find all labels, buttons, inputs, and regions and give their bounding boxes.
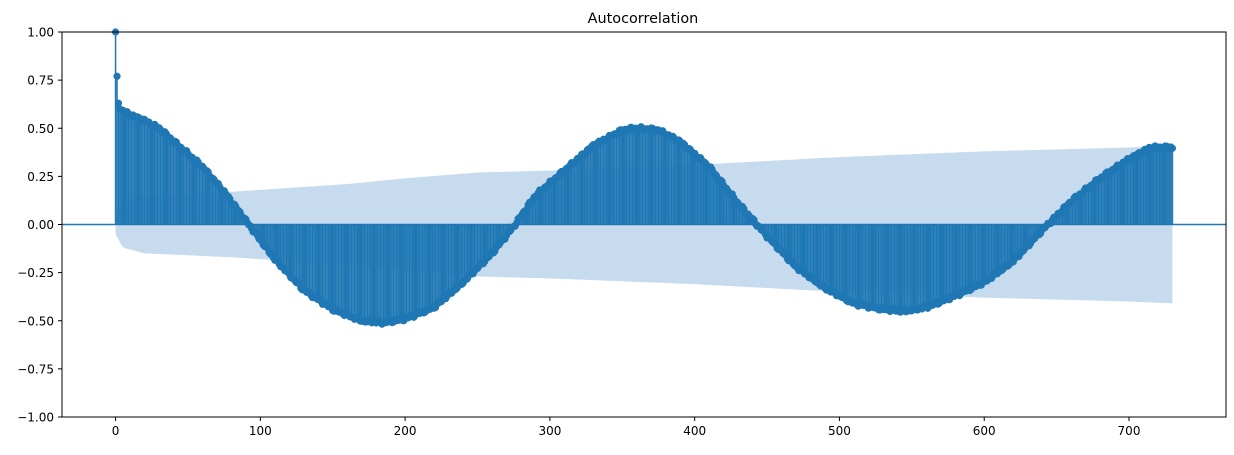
x-tick-label: 600 xyxy=(973,424,996,438)
x-tick-label: 700 xyxy=(1118,424,1141,438)
acf-marker xyxy=(1168,144,1177,152)
y-tick-label: −1.00 xyxy=(17,411,54,425)
x-tick-label: 500 xyxy=(828,424,851,438)
axes: 0 100 200 300 400 500 600 700 1.00 0.75 0.50 0.25 0.… xyxy=(17,26,1227,438)
y-tick-label: −0.25 xyxy=(17,266,54,280)
acf-marker xyxy=(114,99,123,107)
acf-marker xyxy=(113,72,121,80)
x-tick-label: 400 xyxy=(683,424,706,438)
acf-markers xyxy=(111,28,1177,328)
y-tick-label: 0.00 xyxy=(27,218,54,232)
plot-area xyxy=(62,28,1226,328)
x-tick-label: 0 xyxy=(112,424,120,438)
x-tick-label: 100 xyxy=(249,424,272,438)
y-tick-label: 0.50 xyxy=(27,122,54,136)
y-tick-label: 1.00 xyxy=(27,26,54,40)
y-tick-label: −0.75 xyxy=(17,362,54,376)
x-tick-label: 200 xyxy=(394,424,417,438)
y-tick-label: −0.50 xyxy=(17,314,54,328)
chart-title: Autocorrelation xyxy=(588,11,699,27)
x-tick-label: 300 xyxy=(538,424,561,438)
y-tick-label: 0.25 xyxy=(27,170,54,184)
y-tick-label: 0.75 xyxy=(27,74,54,88)
